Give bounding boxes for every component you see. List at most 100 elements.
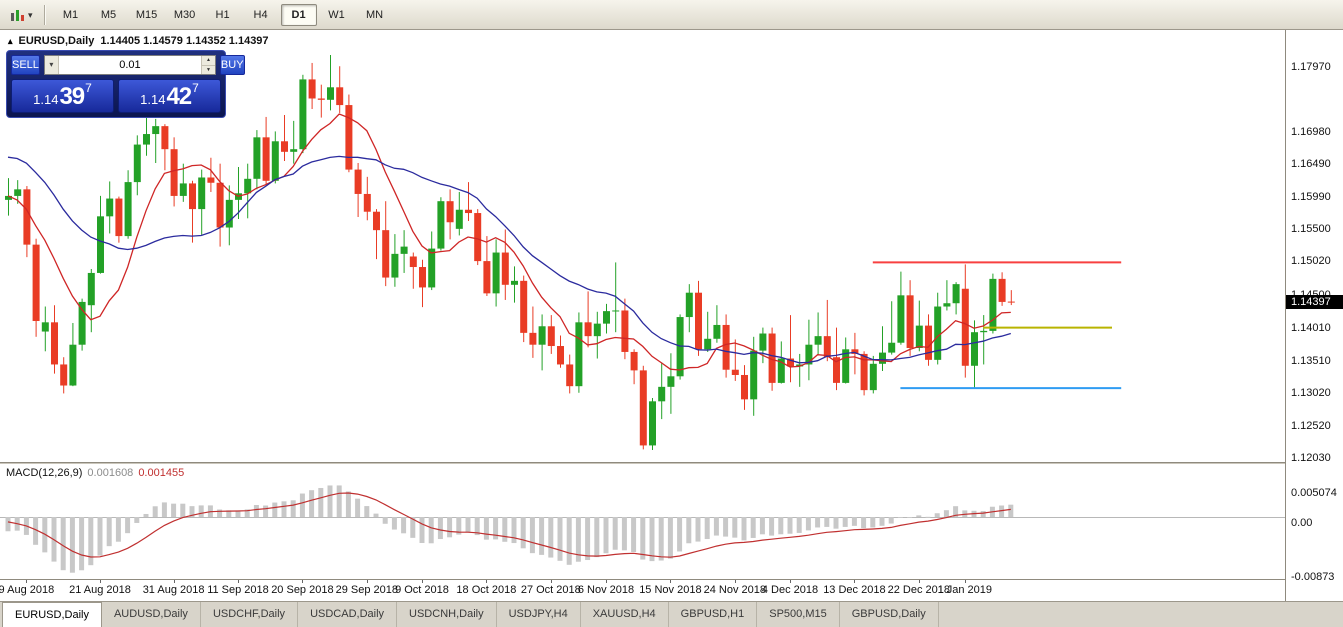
timeframe-toolbar: M1 M5 M15 M30 H1 H4 D1 W1 MN bbox=[52, 3, 394, 26]
sell-price-big: 39 bbox=[59, 83, 85, 110]
timeframe-button-m1[interactable]: M1 bbox=[62, 8, 79, 21]
price-axis-label: 1.12520 bbox=[1291, 419, 1331, 432]
time-tick bbox=[918, 580, 920, 583]
chart-tab-usdjpy-h4[interactable]: USDJPY,H4 bbox=[497, 602, 581, 627]
chevron-down-icon[interactable]: ▾ bbox=[28, 9, 33, 20]
price-chart-pane[interactable]: ▴ EURUSD,Daily 1.14405 1.14579 1.14352 1… bbox=[0, 30, 1285, 462]
timeframe-button-w1[interactable]: W1 bbox=[328, 8, 345, 21]
macd-signal-value: 0.001455 bbox=[138, 467, 185, 479]
buy-price-big: 42 bbox=[166, 83, 192, 110]
chart-symbol-label: EURUSD,Daily bbox=[18, 35, 95, 47]
one-click-trading-panel: SELL ▾ ▲ ▼ BUY 1.14 39 7 1 bbox=[6, 50, 245, 118]
time-axis-label: 20 Sep 2018 bbox=[271, 584, 334, 596]
timeframe-button-m30[interactable]: M30 bbox=[173, 8, 196, 21]
time-axis[interactable]: 9 Aug 2018 21 Aug 2018 31 Aug 2018 11 Sep 2… bbox=[0, 579, 1285, 601]
time-tick bbox=[854, 580, 856, 583]
macd-indicator-pane[interactable]: MACD(12,26,9) 0.001608 0.001455 bbox=[0, 464, 1285, 579]
bar-chart-icon bbox=[10, 8, 26, 22]
chart-tab-sp500-m15[interactable]: SP500,M15 bbox=[757, 602, 840, 627]
time-axis-label: 31 Aug 2018 bbox=[142, 584, 205, 596]
current-price-badge: 1.14397 bbox=[1286, 295, 1343, 310]
time-axis-label: 6 Nov 2018 bbox=[577, 584, 635, 596]
timeframe-button-h4[interactable]: H4 bbox=[253, 8, 268, 21]
chart-tab-usdcad-daily[interactable]: USDCAD,Daily bbox=[298, 602, 398, 627]
sell-price-prefix: 1.14 bbox=[33, 92, 59, 107]
time-tick bbox=[486, 580, 488, 583]
price-axis-label: 1.14010 bbox=[1291, 321, 1331, 334]
lot-dropdown-icon[interactable]: ▾ bbox=[44, 56, 59, 74]
macd-main-value: 0.001608 bbox=[87, 467, 134, 479]
price-axis-label: 1.13510 bbox=[1291, 354, 1331, 367]
time-tick bbox=[964, 580, 966, 583]
price-chart-canvas[interactable] bbox=[0, 30, 1285, 462]
chart-tab-usdchf-daily[interactable]: USDCHF,Daily bbox=[201, 602, 299, 627]
time-axis-label: 27 Oct 2018 bbox=[520, 584, 581, 596]
pane-divider[interactable] bbox=[0, 462, 1285, 464]
timeframe-button-m5[interactable]: M5 bbox=[100, 8, 117, 21]
time-axis-label: 1 Jan 2019 bbox=[937, 584, 993, 596]
chart-tab-audusd-daily[interactable]: AUDUSD,Daily bbox=[102, 602, 201, 627]
time-axis-label: 29 Sep 2018 bbox=[335, 584, 398, 596]
timeframe-button-m15[interactable]: M15 bbox=[135, 8, 158, 21]
chart-tab-xauusd-h4[interactable]: XAUUSD,H4 bbox=[581, 602, 669, 627]
macd-axis-label: 0.00 bbox=[1291, 517, 1313, 529]
time-axis-label: 21 Aug 2018 bbox=[69, 584, 131, 596]
time-axis-label: 9 Aug 2018 bbox=[0, 584, 55, 596]
time-tick bbox=[238, 580, 239, 583]
price-axis[interactable]: 1.17970 1.16980 1.16490 1.15990 1.15500 1.150… bbox=[1285, 30, 1343, 601]
price-axis-label: 1.15020 bbox=[1291, 255, 1331, 268]
time-tick bbox=[670, 580, 672, 583]
price-axis-label: 1.13020 bbox=[1291, 386, 1331, 399]
macd-axis-label: 0.005074 bbox=[1291, 487, 1337, 499]
macd-canvas[interactable] bbox=[0, 464, 1285, 579]
time-tick bbox=[734, 580, 736, 583]
time-tick bbox=[606, 580, 607, 583]
sell-button[interactable]: SELL bbox=[11, 55, 40, 75]
chart-tab-gbpusd-h1[interactable]: GBPUSD,H1 bbox=[669, 602, 758, 627]
timeframe-button-h1[interactable]: H1 bbox=[215, 8, 230, 21]
time-tick bbox=[366, 580, 368, 583]
ma-fast-line bbox=[7, 113, 1011, 371]
sell-price-button[interactable]: 1.14 39 7 bbox=[11, 79, 114, 113]
macd-signal-line bbox=[7, 492, 1011, 558]
lot-size-input[interactable] bbox=[58, 56, 201, 74]
time-axis-label: 13 Dec 2018 bbox=[823, 584, 886, 596]
one-click-toggle-icon[interactable]: ▴ bbox=[8, 35, 13, 46]
chart-type-button[interactable]: ▾ bbox=[6, 6, 37, 24]
sell-price-sup: 7 bbox=[85, 81, 92, 95]
chart-tab-eurusd-daily[interactable]: EURUSD,Daily bbox=[2, 602, 102, 627]
time-tick bbox=[100, 580, 101, 583]
time-axis-label: 18 Oct 2018 bbox=[456, 584, 517, 596]
lot-spinner: ▲ ▼ bbox=[200, 56, 215, 74]
chart-tab-usdcnh-daily[interactable]: USDCNH,Daily bbox=[397, 602, 497, 627]
time-axis-label: 9 Oct 2018 bbox=[395, 584, 449, 596]
toolbar: ▾ M1 M5 M15 M30 H1 H4 D1 W1 MN bbox=[0, 0, 1343, 30]
price-axis-label: 1.16980 bbox=[1291, 126, 1331, 139]
price-axis-label: 1.16490 bbox=[1291, 158, 1331, 171]
time-tick bbox=[302, 580, 304, 583]
timeframe-button-d1[interactable]: D1 bbox=[280, 3, 317, 26]
spinner-down-icon[interactable]: ▼ bbox=[201, 65, 215, 74]
macd-label: MACD(12,26,9) 0.001608 0.001455 bbox=[6, 467, 184, 479]
buy-button[interactable]: BUY bbox=[219, 55, 245, 75]
chart-ohlc-values: 1.14405 1.14579 1.14352 1.14397 bbox=[100, 35, 269, 47]
spinner-up-icon[interactable]: ▲ bbox=[201, 56, 215, 66]
price-axis-label: 1.12030 bbox=[1291, 451, 1331, 464]
macd-name: MACD(12,26,9) bbox=[6, 467, 83, 479]
toolbar-separator bbox=[43, 4, 45, 25]
lot-size-box: ▾ ▲ ▼ bbox=[43, 55, 216, 75]
time-tick bbox=[422, 580, 423, 583]
time-axis-label: 15 Nov 2018 bbox=[639, 584, 702, 596]
time-axis-label: 24 Nov 2018 bbox=[703, 584, 766, 596]
time-tick bbox=[550, 580, 552, 583]
buy-price-button[interactable]: 1.14 42 7 bbox=[118, 79, 221, 113]
buy-price-sup: 7 bbox=[192, 81, 199, 95]
price-axis-label: 1.17970 bbox=[1291, 60, 1331, 73]
chart-tab-gbpusd-daily[interactable]: GBPUSD,Daily bbox=[840, 602, 939, 627]
timeframe-button-mn[interactable]: MN bbox=[365, 8, 384, 21]
chart-title: ▴ EURUSD,Daily 1.14405 1.14579 1.14352 1… bbox=[8, 35, 269, 47]
ma-slow-line bbox=[7, 155, 1011, 364]
time-tick bbox=[26, 580, 28, 583]
time-axis-label: 11 Sep 2018 bbox=[207, 584, 269, 596]
